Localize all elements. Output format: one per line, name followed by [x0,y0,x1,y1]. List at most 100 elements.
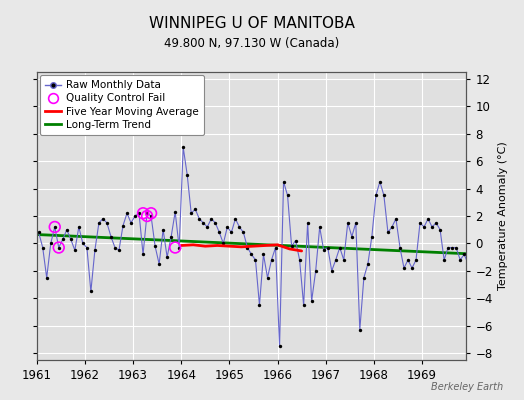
Point [127,220,135,226]
Point [464,261,472,267]
Point [291,238,300,244]
Point [207,216,215,222]
Point [364,261,372,267]
Point [356,327,364,333]
Point [276,343,284,350]
Text: Berkeley Earth: Berkeley Earth [431,382,503,392]
Point [299,302,308,308]
Point [54,244,63,251]
Point [139,251,147,258]
Point [384,229,392,236]
Point [67,236,75,242]
Point [107,233,115,240]
Point [231,216,239,222]
Point [50,224,59,230]
Point [347,233,356,240]
Point [135,210,143,216]
Point [147,213,155,219]
Point [344,220,352,226]
Point [123,210,131,216]
Point [296,257,304,263]
Point [131,213,139,219]
Point [71,247,79,254]
Point [239,229,248,236]
Point [179,144,188,151]
Point [396,244,404,251]
Point [247,251,256,258]
Point [195,216,203,222]
Point [412,257,420,263]
Point [404,257,412,263]
Point [143,213,151,219]
Point [264,274,272,281]
Point [111,244,119,251]
Point [191,206,200,212]
Point [287,243,296,249]
Point [380,192,388,199]
Point [79,240,87,247]
Point [199,220,208,226]
Point [219,240,227,247]
Point [279,178,288,185]
Point [388,224,396,230]
Text: 49.800 N, 97.130 W (Canada): 49.800 N, 97.130 W (Canada) [164,38,339,50]
Point [335,244,344,251]
Point [283,192,292,199]
Point [372,192,380,199]
Point [448,244,456,251]
Point [35,229,43,236]
Point [452,244,461,251]
Point [223,224,232,230]
Point [95,220,103,226]
Point [163,254,171,260]
Point [47,240,55,247]
Point [187,210,195,216]
Point [424,216,432,222]
Point [420,224,428,230]
Text: WINNIPEG U OF MANITOBA: WINNIPEG U OF MANITOBA [149,16,354,32]
Point [62,226,71,233]
Point [252,257,260,263]
Point [376,178,384,185]
Point [167,233,176,240]
Point [460,251,468,258]
Point [416,220,424,226]
Point [408,265,416,271]
Point [440,257,449,263]
Point [308,298,316,304]
Point [171,209,179,215]
Point [243,244,252,251]
Point [303,220,312,226]
Point [328,268,336,274]
Point [86,288,95,295]
Point [83,244,91,251]
Point [38,244,47,251]
Point [42,274,51,281]
Point [211,220,220,226]
Point [50,224,59,230]
Point [400,265,408,271]
Point [171,244,179,251]
Point [59,236,67,242]
Point [143,210,151,216]
Point [267,257,276,263]
Point [183,172,191,178]
Point [115,247,123,254]
Point [215,229,224,236]
Point [323,244,332,251]
Point [147,210,155,216]
Point [151,243,159,249]
Point [368,233,376,240]
Legend: Raw Monthly Data, Quality Control Fail, Five Year Moving Average, Long-Term Tren: Raw Monthly Data, Quality Control Fail, … [40,75,204,135]
Point [352,220,360,226]
Point [74,224,83,230]
Point [320,247,328,254]
Point [359,274,368,281]
Point [315,224,324,230]
Point [175,244,183,251]
Point [159,226,167,233]
Point [91,247,99,254]
Point [259,251,268,258]
Point [227,229,236,236]
Point [340,257,348,263]
